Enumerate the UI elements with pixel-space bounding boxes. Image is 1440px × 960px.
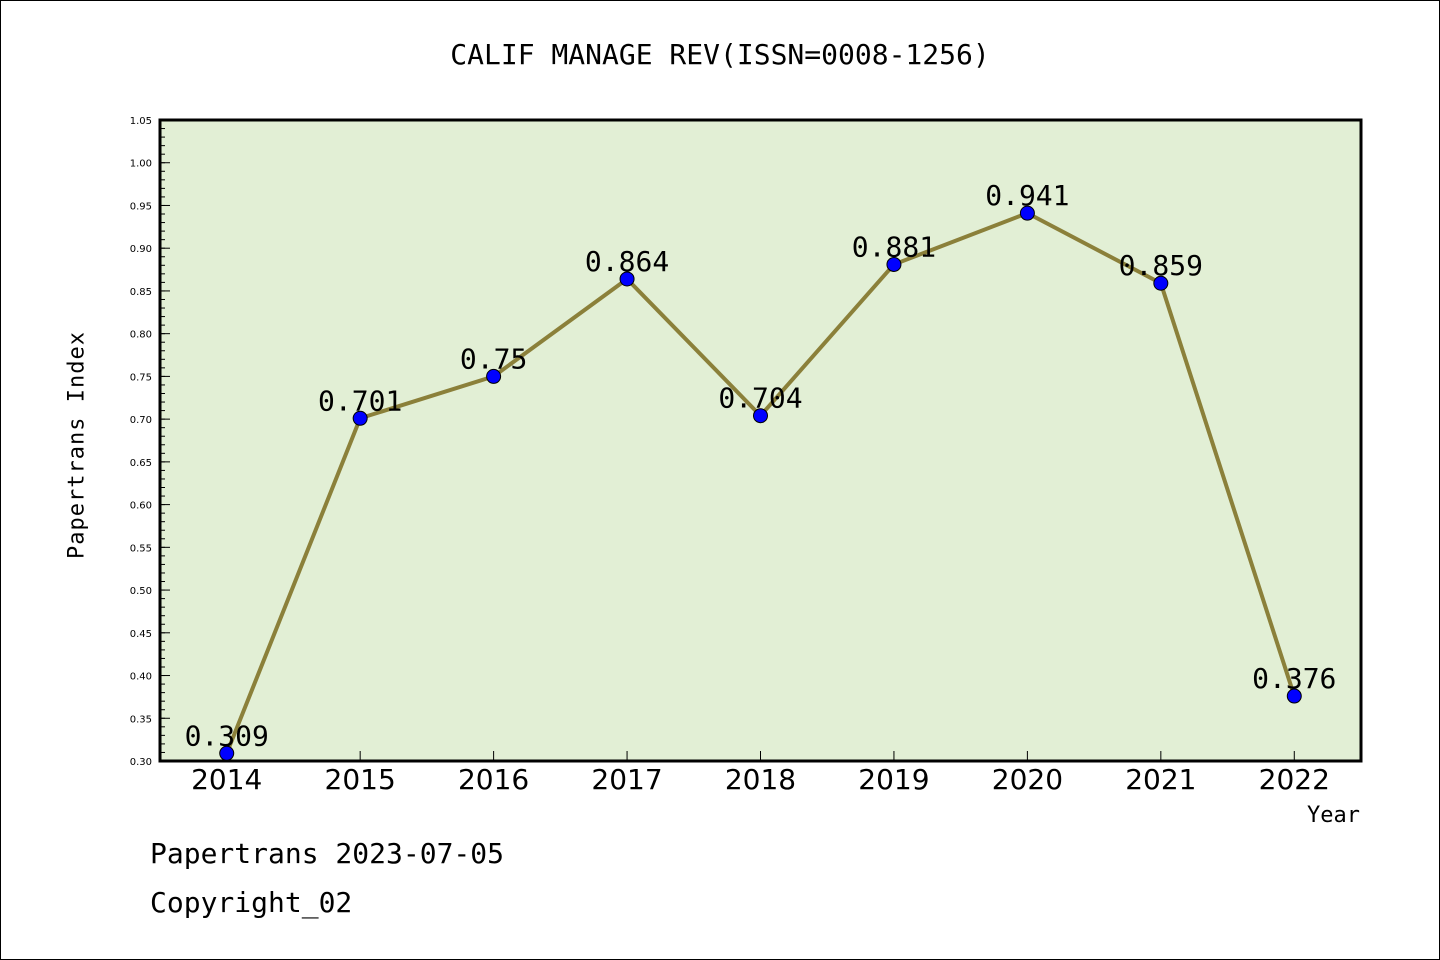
y-tick-label: 0.70 xyxy=(130,415,152,426)
y-tick-label: 0.50 xyxy=(130,586,152,597)
x-tick-label: 2018 xyxy=(725,763,796,796)
y-tick-label: 0.65 xyxy=(130,458,152,469)
x-tick-label: 2022 xyxy=(1259,763,1330,796)
data-point xyxy=(886,256,902,272)
data-point xyxy=(1019,205,1035,221)
data-label: 0.376 xyxy=(1252,662,1336,695)
x-tick-label: 2015 xyxy=(325,763,396,796)
data-label: 0.859 xyxy=(1119,249,1203,282)
y-tick-label: 0.85 xyxy=(130,287,152,298)
y-tick-label: 0.75 xyxy=(130,372,152,383)
data-point xyxy=(486,368,502,384)
y-tick-label: 0.90 xyxy=(130,244,152,255)
x-axis-label: Year xyxy=(1307,803,1360,828)
y-tick-label: 1.05 xyxy=(130,116,152,127)
data-label: 0.704 xyxy=(718,382,802,415)
x-tick-label: 2016 xyxy=(458,763,529,796)
data-point xyxy=(619,271,635,287)
x-tick-label: 2020 xyxy=(992,763,1063,796)
data-label: 0.941 xyxy=(985,179,1069,212)
x-tick-label: 2014 xyxy=(191,763,262,796)
data-label: 0.701 xyxy=(318,384,402,417)
data-label: 0.881 xyxy=(852,230,936,263)
y-tick-label: 0.40 xyxy=(130,672,152,683)
footer-copyright: Copyright_02 xyxy=(150,886,353,919)
y-tick-label: 0.80 xyxy=(130,330,152,341)
x-tick-label: 2019 xyxy=(858,763,929,796)
chart-title: CALIF MANAGE REV(ISSN=0008-1256) xyxy=(450,38,990,71)
data-label: 0.864 xyxy=(585,245,669,278)
data-label: 0.75 xyxy=(460,342,527,375)
data-point xyxy=(352,410,368,426)
data-point xyxy=(1153,275,1169,291)
data-label: 0.309 xyxy=(185,719,269,752)
y-tick-label: 0.95 xyxy=(130,201,152,212)
y-tick-label: 0.45 xyxy=(130,629,152,640)
x-tick-label: 2021 xyxy=(1125,763,1196,796)
y-tick-label: 1.00 xyxy=(130,159,152,170)
plot-border xyxy=(158,118,1363,763)
data-point xyxy=(753,408,768,424)
data-point xyxy=(219,745,235,761)
footer-date: Papertrans 2023-07-05 xyxy=(150,837,505,870)
x-tick-label: 2017 xyxy=(591,763,662,796)
y-tick-label: 0.35 xyxy=(130,714,152,725)
y-tick-label: 0.60 xyxy=(130,501,152,512)
plot-area xyxy=(160,120,1361,761)
data-point xyxy=(1286,688,1302,704)
y-tick-label: 0.30 xyxy=(130,757,152,768)
y-tick-label: 0.55 xyxy=(130,543,152,554)
